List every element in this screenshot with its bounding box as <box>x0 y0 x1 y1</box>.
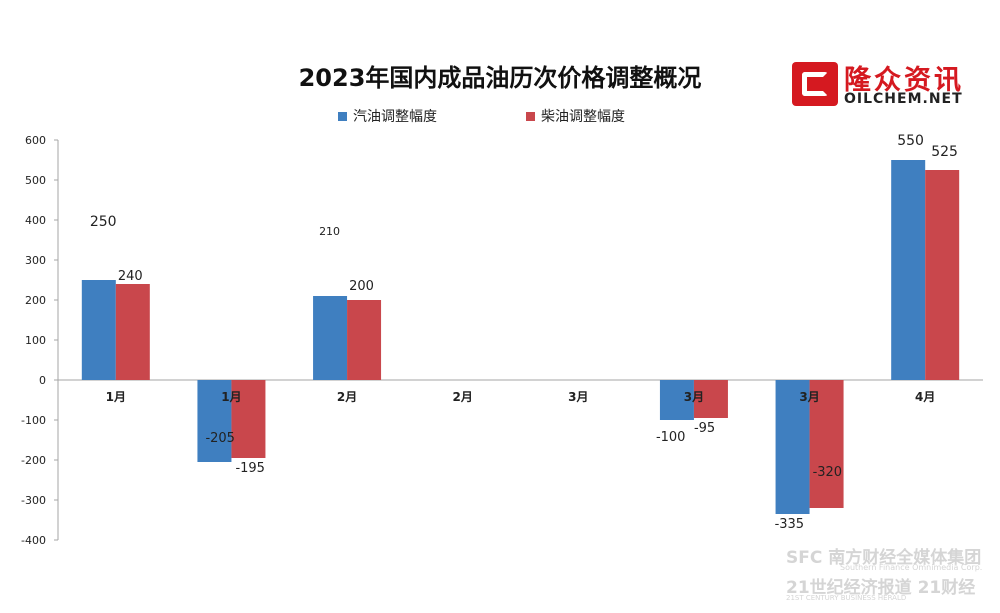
watermark-line4: 21ST CENTURY BUSINESS HERALD <box>786 594 907 602</box>
watermark-line2: Southern Finance Omnimedia Corp. <box>840 563 983 572</box>
x-tick-label: 1月 <box>106 390 126 404</box>
oilchem-logo: 隆众资讯 OILCHEM.NET <box>792 58 977 110</box>
oilchem-logo-mark <box>792 62 838 106</box>
legend-swatch-diesel <box>526 111 535 121</box>
data-label-gasoline: 250 <box>90 214 117 230</box>
data-label-diesel: -95 <box>694 421 715 436</box>
bar-gasoline <box>81 280 116 380</box>
watermark-line1: SFC 南方财经全媒体集团 <box>786 548 982 568</box>
x-tick-label: 3月 <box>568 390 588 404</box>
legend-label-gasoline: 汽油调整幅度 <box>353 109 437 125</box>
bar-gasoline <box>659 380 694 420</box>
bar-gasoline <box>775 380 810 514</box>
y-tick-label: 300 <box>25 254 46 267</box>
bar-diesel <box>925 170 960 380</box>
y-tick-label: 100 <box>25 334 46 347</box>
bar-gasoline <box>891 160 926 380</box>
x-tick-label: 4月 <box>915 390 935 404</box>
y-tick-label: 200 <box>25 294 46 307</box>
y-tick-label: -200 <box>21 454 46 467</box>
chart-title: 2023年国内成品油历次价格调整概况 <box>298 64 702 92</box>
data-label-diesel: -195 <box>235 461 265 476</box>
oilchem-logo-cn: 隆众资讯 <box>844 65 964 96</box>
x-tick-label: 1月 <box>221 390 241 404</box>
data-label-gasoline: 550 <box>897 133 924 149</box>
data-label-gasoline: -205 <box>205 431 235 446</box>
bar-diesel <box>693 380 728 418</box>
y-tick-label: 500 <box>25 174 46 187</box>
legend-label-diesel: 柴油调整幅度 <box>541 109 625 125</box>
legend-item-diesel: 柴油调整幅度 <box>526 106 625 126</box>
y-tick-label: 0 <box>39 374 46 387</box>
oilchem-logo-en: OILCHEM.NET <box>844 91 963 107</box>
data-label-diesel: -320 <box>813 465 843 480</box>
x-tick-label: 3月 <box>799 390 819 404</box>
bar-gasoline <box>197 380 232 462</box>
bar-diesel <box>347 300 382 380</box>
x-tick-label: 3月 <box>684 390 704 404</box>
y-tick-label: -100 <box>21 414 46 427</box>
bar-diesel <box>231 380 266 458</box>
bar-diesel <box>809 380 844 508</box>
y-tick-label: 600 <box>25 134 46 147</box>
y-tick-label: -400 <box>21 534 46 547</box>
data-label-diesel: 525 <box>931 144 958 160</box>
x-tick-label: 2月 <box>453 390 473 404</box>
x-tick-label: 2月 <box>337 390 357 404</box>
bar-diesel <box>115 284 150 380</box>
y-tick-label: -300 <box>21 494 46 507</box>
data-label-gasoline: -100 <box>656 430 686 445</box>
legend-item-gasoline: 汽油调整幅度 <box>338 106 437 126</box>
data-label-diesel: 240 <box>118 269 143 284</box>
data-label-gasoline: 210 <box>319 225 340 238</box>
data-label-diesel: 200 <box>349 279 374 294</box>
legend-swatch-gasoline <box>338 111 347 121</box>
bar-gasoline <box>313 296 348 380</box>
watermark-line3: 21世纪经济报道 21财经 <box>786 578 976 598</box>
data-label-gasoline: -335 <box>775 517 805 532</box>
y-tick-label: 400 <box>25 214 46 227</box>
